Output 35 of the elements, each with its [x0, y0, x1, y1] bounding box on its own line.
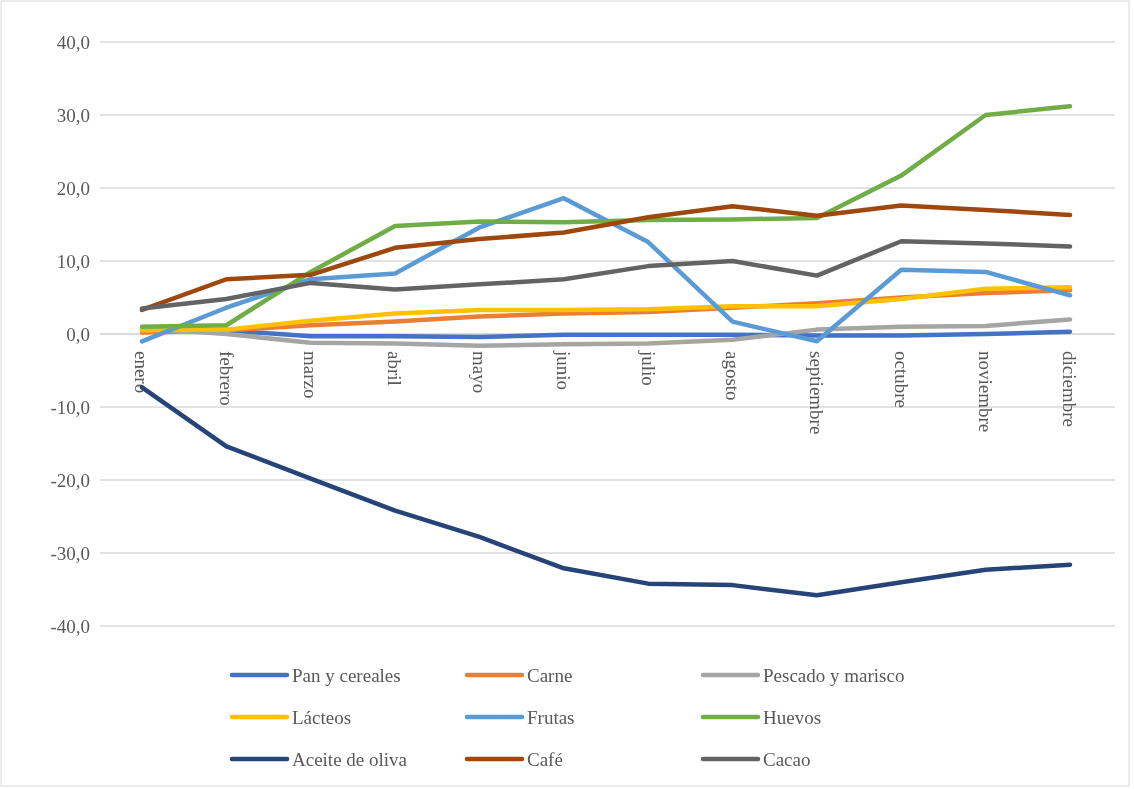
x-tick-label: diciembre	[1059, 351, 1081, 427]
x-tick-label: septiembre	[806, 351, 828, 435]
x-tick-label: junio	[553, 350, 575, 391]
legend-label: Pescado y marisco	[763, 664, 905, 686]
x-tick-label: octubre	[890, 351, 912, 408]
line-series	[139, 103, 1073, 329]
legend-label: Aceite de oliva	[292, 748, 408, 770]
x-tick-label: enero	[131, 351, 153, 394]
x-tick-label: noviembre	[974, 351, 996, 433]
line-series	[139, 317, 1073, 348]
legend-label: Café	[527, 748, 563, 770]
legend-label: Frutas	[527, 706, 575, 728]
x-tick-label: febrero	[215, 351, 237, 406]
y-tick-label: -40,0	[50, 615, 90, 637]
line-series	[139, 195, 1073, 344]
y-tick-label: 10,0	[56, 250, 90, 272]
line-series	[139, 203, 1073, 313]
y-tick-label: 20,0	[56, 177, 90, 199]
x-tick-label: agosto	[721, 351, 743, 401]
x-tick-label: julio	[637, 350, 659, 386]
legend-label: Cacao	[763, 748, 811, 770]
y-tick-label: 40,0	[56, 31, 90, 53]
y-tick-label: -10,0	[50, 396, 90, 418]
legend-label: Huevos	[763, 706, 822, 728]
y-tick-label: 0,0	[66, 323, 90, 345]
y-tick-label: -20,0	[50, 469, 90, 491]
x-tick-label: mayo	[468, 351, 490, 394]
legend-label: Lácteos	[292, 706, 352, 728]
y-tick-label: 30,0	[56, 104, 90, 126]
line-series	[139, 239, 1073, 311]
x-tick-label: marzo	[300, 351, 322, 399]
y-tick-label: -30,0	[50, 542, 90, 564]
x-tick-label: abril	[384, 351, 406, 386]
legend-label: Carne	[527, 664, 573, 686]
legend-label: Pan y cereales	[292, 664, 401, 686]
